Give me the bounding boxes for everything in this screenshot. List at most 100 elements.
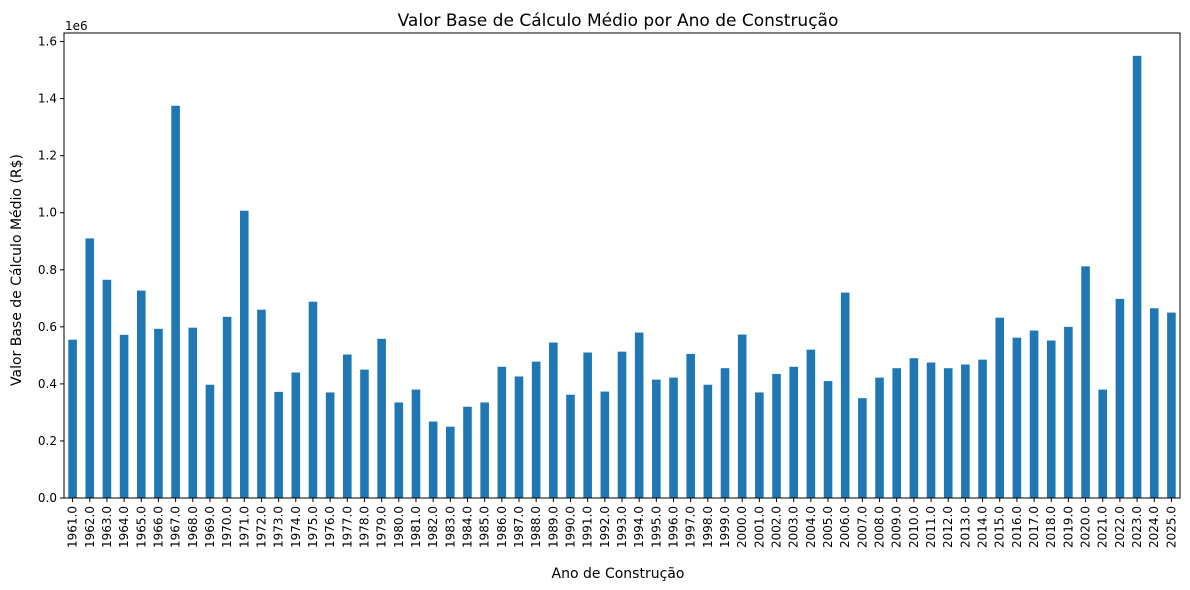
bar-1993.0: [617, 351, 627, 498]
bar-2012.0: [943, 368, 953, 498]
x-tick-label: 1986.0: [495, 506, 509, 548]
x-tick-label: 1976.0: [323, 506, 337, 548]
x-tick-label: 2017.0: [1027, 506, 1041, 548]
bar-1992.0: [600, 391, 610, 498]
bar-2016.0: [1012, 337, 1022, 498]
bar-1964.0: [119, 334, 129, 498]
y-tick-label: 1.2: [38, 149, 57, 163]
bar-1998.0: [703, 384, 713, 498]
x-tick-label: 2021.0: [1096, 506, 1110, 548]
x-tick-label: 1963.0: [100, 506, 114, 548]
x-tick-label: 1965.0: [134, 506, 148, 548]
x-tick-label: 2010.0: [907, 506, 921, 548]
y-tick-label: 1.6: [38, 35, 57, 49]
bar-2013.0: [961, 364, 970, 498]
bar-1996.0: [669, 377, 678, 498]
bar-1971.0: [239, 210, 249, 498]
x-axis: 1961.0 1962.0 1963.0 1964.0 1965.0 1966.0 1967…: [66, 498, 1178, 548]
bar-1974.0: [291, 372, 301, 498]
bar-1979.0: [377, 338, 386, 498]
bar-2003.0: [789, 366, 798, 498]
bar-1961.0: [68, 339, 77, 498]
y-tick-label: 0.8: [38, 263, 57, 277]
x-tick-label: 2022.0: [1113, 506, 1127, 548]
x-tick-label: 2005.0: [821, 506, 835, 548]
x-tick-label: 2015.0: [993, 506, 1007, 548]
x-tick-label: 1999.0: [718, 506, 732, 548]
x-tick-label: 1998.0: [701, 506, 715, 548]
x-tick-label: 2014.0: [976, 506, 990, 548]
x-tick-label: 2016.0: [1010, 506, 1024, 548]
x-tick-label: 1966.0: [151, 506, 165, 548]
bar-2021.0: [1098, 389, 1108, 498]
x-tick-label: 1988.0: [529, 506, 543, 548]
x-tick-label: 1994.0: [632, 506, 646, 548]
bar-1981.0: [411, 389, 421, 498]
x-tick-label: 1975.0: [306, 506, 320, 548]
bar-1966.0: [154, 328, 163, 498]
x-tick-label: 1979.0: [375, 506, 389, 548]
x-tick-label: 1964.0: [117, 506, 131, 548]
bar-2015.0: [995, 317, 1005, 498]
bar-1983.0: [446, 426, 455, 498]
x-tick-label: 1980.0: [392, 506, 406, 548]
x-tick-label: 2013.0: [958, 506, 972, 548]
x-tick-label: 1968.0: [186, 506, 200, 548]
y-tick-label: 0.0: [38, 491, 57, 505]
y-tick-label: 0.6: [38, 320, 57, 334]
bar-2005.0: [823, 381, 833, 498]
bar-2025.0: [1167, 312, 1176, 498]
x-tick-label: 1972.0: [254, 506, 268, 548]
bar-1997.0: [686, 353, 695, 498]
bar-1967.0: [171, 105, 180, 499]
bar-2009.0: [892, 368, 901, 498]
x-tick-label: 1992.0: [598, 506, 612, 548]
bar-2014.0: [978, 359, 987, 498]
x-tick-label: 1973.0: [272, 506, 286, 548]
x-tick-label: 2008.0: [873, 506, 887, 548]
bar-1985.0: [480, 402, 489, 498]
x-tick-label: 1981.0: [409, 506, 423, 548]
bar-2020.0: [1081, 266, 1090, 498]
x-tick-label: 1969.0: [203, 506, 217, 548]
x-tick-label: 2006.0: [838, 506, 852, 548]
bar-2001.0: [755, 392, 764, 498]
bar-2006.0: [840, 292, 850, 498]
y-tick-label: 0.4: [38, 377, 57, 391]
x-tick-label: 1991.0: [581, 506, 595, 548]
bar-1987.0: [514, 376, 524, 498]
bar-2008.0: [875, 377, 884, 498]
x-tick-label: 1983.0: [443, 506, 457, 548]
x-tick-label: 1989.0: [546, 506, 560, 548]
y-tick-label: 1.4: [38, 92, 57, 106]
x-tick-label: 1993.0: [615, 506, 629, 548]
x-tick-label: 2001.0: [752, 506, 766, 548]
y-axis: 0.0 0.2 0.4 0.6 0.8 1.0 1.2 1.4 1.6: [38, 35, 64, 505]
bar-1963.0: [102, 279, 112, 498]
bar-2002.0: [772, 373, 781, 498]
bar-1973.0: [274, 391, 283, 498]
chart-title: Valor Base de Cálculo Médio por Ano de C…: [398, 11, 839, 31]
bar-1986.0: [497, 366, 507, 498]
bar-2007.0: [858, 398, 867, 498]
bar-1991.0: [583, 352, 592, 498]
x-tick-label: 2012.0: [941, 506, 955, 548]
x-tick-label: 1995.0: [649, 506, 663, 548]
bar-2019.0: [1064, 326, 1073, 498]
x-tick-label: 2023.0: [1130, 506, 1144, 548]
bar-2011.0: [926, 362, 936, 498]
bar-1968.0: [188, 327, 198, 498]
y-axis-title: Valor Base de Cálculo Médio (R$): [9, 154, 25, 386]
x-tick-label: 2004.0: [804, 506, 818, 548]
x-tick-label: 1996.0: [667, 506, 681, 548]
x-tick-label: 2011.0: [924, 506, 938, 548]
x-tick-label: 2019.0: [1061, 506, 1075, 548]
x-tick-label: 1984.0: [460, 506, 474, 548]
x-tick-label: 1971.0: [237, 506, 251, 548]
bar-1965.0: [136, 290, 146, 498]
bar-2000.0: [737, 334, 747, 498]
bar-2004.0: [806, 349, 816, 498]
y-offset-text: 1e6: [65, 19, 88, 33]
x-tick-label: 1962.0: [83, 506, 97, 548]
